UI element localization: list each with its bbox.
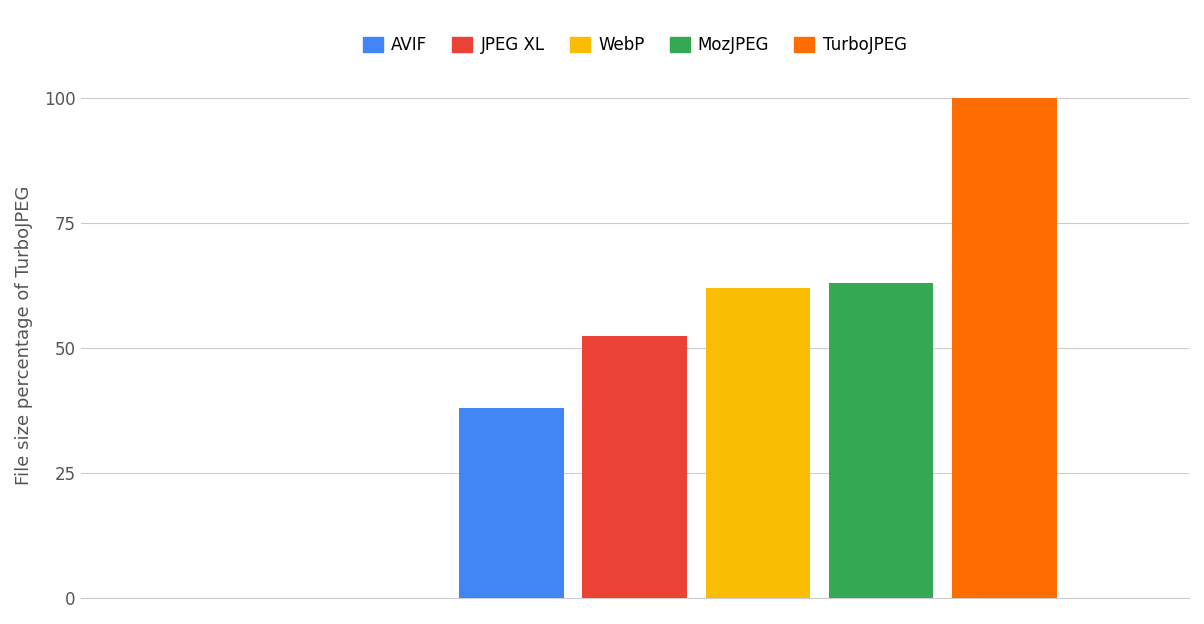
Bar bbox=[952, 99, 1057, 598]
Bar bbox=[706, 288, 810, 598]
Bar bbox=[583, 336, 687, 598]
Bar bbox=[828, 283, 933, 598]
Legend: AVIF, JPEG XL, WebP, MozJPEG, TurboJPEG: AVIF, JPEG XL, WebP, MozJPEG, TurboJPEG bbox=[356, 29, 914, 61]
Bar bbox=[459, 408, 563, 598]
Y-axis label: File size percentage of TurboJPEG: File size percentage of TurboJPEG bbox=[14, 186, 33, 485]
